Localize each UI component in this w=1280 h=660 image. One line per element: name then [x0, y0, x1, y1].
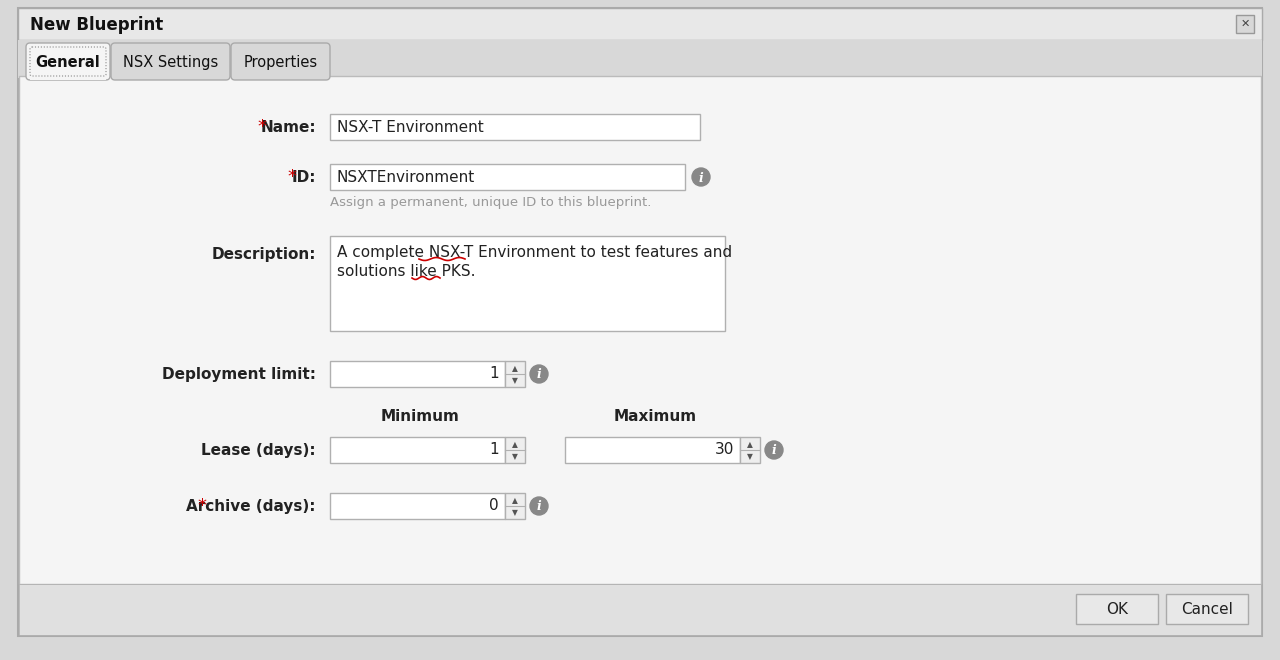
Bar — [18, 8, 1262, 40]
Text: i: i — [699, 172, 704, 185]
Text: ▲: ▲ — [512, 440, 518, 449]
Text: i: i — [536, 500, 541, 513]
Bar — [330, 437, 506, 463]
Text: i: i — [536, 368, 541, 381]
Bar — [19, 76, 1261, 584]
Bar — [330, 236, 724, 331]
Text: Properties: Properties — [243, 55, 317, 70]
FancyBboxPatch shape — [26, 43, 110, 80]
Text: OK: OK — [1106, 603, 1128, 618]
Text: NSX-T Environment: NSX-T Environment — [337, 119, 484, 135]
Text: New Blueprint: New Blueprint — [29, 16, 164, 34]
Text: Minimum: Minimum — [380, 409, 460, 424]
Text: 30: 30 — [714, 442, 733, 457]
Text: ▼: ▼ — [512, 508, 518, 517]
Text: Cancel: Cancel — [1181, 603, 1233, 618]
Bar — [29, 75, 106, 80]
Bar — [506, 437, 525, 463]
Bar — [506, 361, 525, 387]
Text: Assign a permanent, unique ID to this blueprint.: Assign a permanent, unique ID to this bl… — [330, 196, 652, 209]
Bar — [1166, 594, 1248, 624]
Text: ID:: ID: — [292, 170, 316, 185]
Text: *: * — [257, 118, 266, 136]
Text: Archive (days):: Archive (days): — [187, 498, 316, 513]
Bar — [18, 40, 1262, 78]
Text: 1: 1 — [489, 442, 499, 457]
Bar — [330, 164, 685, 190]
Text: NSX Settings: NSX Settings — [123, 55, 218, 70]
Bar — [1076, 594, 1158, 624]
Text: ▲: ▲ — [512, 364, 518, 373]
Text: General: General — [36, 55, 100, 70]
Bar — [740, 437, 760, 463]
Circle shape — [530, 497, 548, 515]
Bar — [330, 493, 506, 519]
Text: Deployment limit:: Deployment limit: — [163, 366, 316, 381]
Bar — [564, 437, 740, 463]
Text: *: * — [197, 497, 206, 515]
Text: Lease (days):: Lease (days): — [201, 442, 316, 457]
Text: ▼: ▼ — [512, 452, 518, 461]
Text: ▼: ▼ — [512, 376, 518, 385]
Text: ▼: ▼ — [748, 452, 753, 461]
Text: ▲: ▲ — [748, 440, 753, 449]
Circle shape — [765, 441, 783, 459]
Bar — [330, 114, 700, 140]
Bar — [506, 493, 525, 519]
Text: solutions like PKS.: solutions like PKS. — [337, 265, 475, 279]
Text: 1: 1 — [489, 366, 499, 381]
Text: Description:: Description: — [211, 246, 316, 261]
Bar — [330, 361, 506, 387]
Bar — [1236, 15, 1254, 33]
Text: Maximum: Maximum — [613, 409, 696, 424]
FancyBboxPatch shape — [230, 43, 330, 80]
FancyBboxPatch shape — [111, 43, 230, 80]
Text: 0: 0 — [489, 498, 499, 513]
Text: A complete NSX-T Environment to test features and: A complete NSX-T Environment to test fea… — [337, 246, 732, 261]
Circle shape — [692, 168, 710, 186]
Text: NSXTEnvironment: NSXTEnvironment — [337, 170, 475, 185]
Circle shape — [530, 365, 548, 383]
Text: *: * — [287, 168, 296, 186]
Text: ▲: ▲ — [512, 496, 518, 505]
Bar — [19, 584, 1261, 635]
Text: i: i — [772, 444, 777, 457]
Text: Name:: Name: — [260, 119, 316, 135]
Text: ✕: ✕ — [1240, 19, 1249, 29]
